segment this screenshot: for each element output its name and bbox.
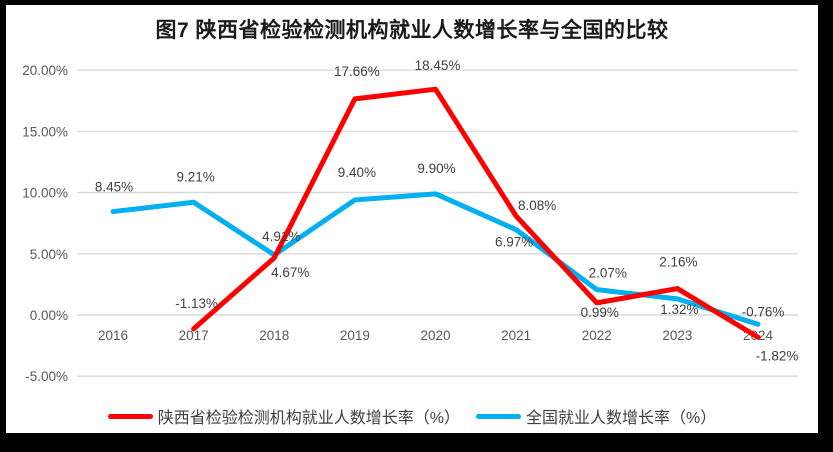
x-axis-tick-label: 2019 (340, 328, 370, 343)
data-label: 4.67% (271, 265, 309, 280)
x-axis-tick-label: 2020 (420, 328, 450, 343)
chart-title: 图7 陕西省检验检测机构就业人数增长率与全国的比较 (155, 19, 669, 42)
y-axis-tick-label: -5.00% (25, 369, 68, 384)
data-label: 8.45% (95, 180, 133, 195)
frame-border-left (0, 0, 6, 452)
y-axis-tick-label: 20.00% (22, 63, 68, 78)
legend-label-shaanxi: 陕西省检验检测机构就业人数增长率（%） (157, 410, 460, 427)
data-label: -1.13% (175, 296, 218, 311)
x-axis-tick-label: 2023 (662, 328, 692, 343)
series-line (191, 86, 761, 340)
data-label: -0.76% (742, 304, 785, 319)
y-axis-tick-label: 0.00% (30, 308, 68, 323)
data-label: 9.40% (338, 165, 376, 180)
x-axis-tick-label: 2021 (501, 328, 531, 343)
frame-border-top (0, 0, 833, 5)
data-label: 8.08% (518, 198, 556, 213)
legend-swatch-red-line (107, 413, 153, 419)
data-label: 6.97% (495, 235, 533, 250)
data-label: 4.91% (262, 229, 300, 244)
x-axis-tick-label: 2017 (179, 328, 209, 343)
x-axis-tick-label: 2022 (582, 328, 612, 343)
data-label: -1.82% (756, 348, 799, 363)
y-axis-tick-label: 10.00% (22, 186, 68, 201)
legend-item-shaanxi: 陕西省检验检测机构就业人数增长率（%） (107, 404, 460, 428)
frame-border-right (818, 0, 833, 452)
frame-border-bottom (0, 433, 833, 452)
data-label: 2.16% (659, 255, 697, 270)
data-label: 2.07% (589, 266, 627, 281)
legend-item-national: 全国就业人数增长率（%） (476, 404, 716, 428)
y-axis-tick-label: 5.00% (30, 247, 68, 262)
legend-swatch-blue-line (476, 413, 521, 419)
data-label: 18.45% (415, 58, 461, 73)
legend-label-national: 全国就业人数增长率（%） (526, 410, 717, 427)
legend: 陕西省检验检测机构就业人数增长率（%） 全国就业人数增长率（%） (6, 402, 818, 430)
y-axis-tick-label: 15.00% (22, 124, 68, 139)
data-label: 9.21% (176, 169, 214, 184)
data-label: 9.90% (417, 161, 455, 176)
x-axis-tick-label: 2016 (98, 328, 128, 343)
data-label: 1.32% (660, 302, 698, 317)
data-label: 17.66% (334, 64, 380, 79)
data-label: 0.99% (581, 305, 619, 320)
x-axis-tick-label: 2018 (259, 328, 289, 343)
